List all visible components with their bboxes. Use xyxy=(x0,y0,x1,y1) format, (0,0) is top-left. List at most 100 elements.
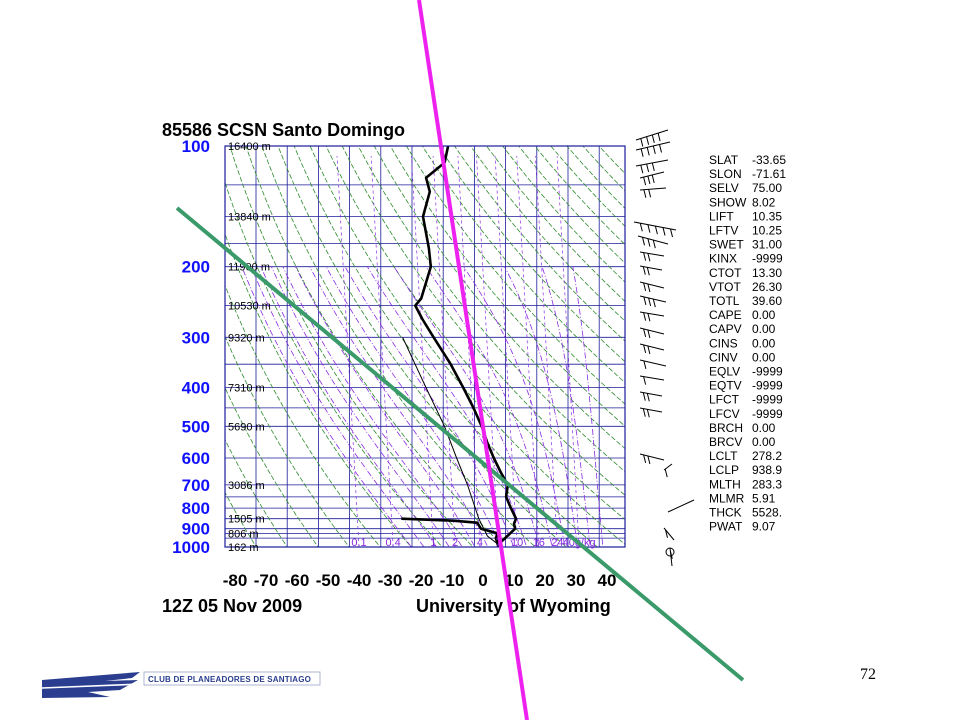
barb-flag xyxy=(646,409,650,418)
pressure-tick-label: 400 xyxy=(182,378,210,397)
index-value: 0.00 xyxy=(752,336,776,350)
wind-barb-icon xyxy=(639,453,665,465)
index-value: -71.61 xyxy=(752,167,786,181)
moist-adiabat xyxy=(250,266,425,547)
footer-source: University of Wyoming xyxy=(416,596,611,616)
height-label: 5690 m xyxy=(228,421,265,433)
temperature-tick-label: 40 xyxy=(598,571,617,590)
magenta-annotation-line xyxy=(417,0,529,720)
barb-flag xyxy=(642,266,646,275)
barb-flag xyxy=(651,174,655,184)
barb-flag xyxy=(652,298,656,308)
index-name: PWAT xyxy=(709,520,743,534)
mixing-ratio-line xyxy=(457,155,481,547)
mixing-ratio-line xyxy=(494,155,518,547)
club-logo: CLUB DE PLANEADORES DE SANTIAGO xyxy=(41,671,321,698)
index-name: LIFT xyxy=(709,209,734,223)
mixing-ratio-line xyxy=(336,155,360,547)
index-row: TOTL 39.60 xyxy=(709,294,782,308)
index-value: -9999 xyxy=(752,393,783,407)
index-name: LCLT xyxy=(709,449,738,463)
barb-flag xyxy=(647,313,651,322)
height-label: 806 m xyxy=(228,528,259,540)
dry-adiabat xyxy=(357,146,625,473)
wind-barbs xyxy=(633,129,695,567)
index-name: CINS xyxy=(709,336,738,350)
barb-flag xyxy=(647,253,651,262)
page-number: 72 xyxy=(860,666,876,683)
mixing-ratio-line xyxy=(516,155,540,547)
calm-wind-icon xyxy=(665,547,675,557)
index-row: MLMR 5.91 xyxy=(709,491,776,505)
temperature-tick-label: -50 xyxy=(316,571,341,590)
wind-barb-icon xyxy=(635,159,669,174)
moist-adiabats xyxy=(241,266,604,547)
index-row: KINX -9999 xyxy=(709,252,783,266)
mixing-ratio-label: 2 xyxy=(452,537,458,549)
barb-flag xyxy=(662,227,666,236)
index-value: 31.00 xyxy=(752,238,782,252)
barb-flag xyxy=(646,147,650,156)
index-value: 278.2 xyxy=(752,449,782,463)
barb-flag xyxy=(647,175,651,185)
index-value: 0.00 xyxy=(752,421,776,435)
index-name: EQLV xyxy=(709,365,740,379)
index-value: 283.3 xyxy=(752,477,782,491)
index-name: MLTH xyxy=(709,477,741,491)
mixing-ratio-label: 10 xyxy=(511,537,523,549)
dry-adiabat xyxy=(277,146,567,547)
mixing-ratio-lines xyxy=(336,155,580,547)
index-name: SELV xyxy=(709,181,739,195)
index-value: 10.25 xyxy=(752,224,782,238)
dry-adiabat xyxy=(225,232,412,547)
dry-adiabat xyxy=(245,146,505,547)
index-name: CAPE xyxy=(709,308,742,322)
moist-adiabat xyxy=(260,266,438,547)
moist-adiabat xyxy=(295,266,476,547)
index-row: SELV 75.00 xyxy=(709,181,782,195)
dry-adiabat xyxy=(438,146,625,363)
index-value: 938.9 xyxy=(752,463,782,477)
wind-barb-icon xyxy=(635,141,671,157)
index-name: TOTL xyxy=(709,294,740,308)
temperature-tick-label: 10 xyxy=(505,571,524,590)
barb-flag xyxy=(642,237,645,246)
pressure-tick-label: 600 xyxy=(182,449,210,468)
index-row: CAPE 0.00 xyxy=(709,308,776,322)
wind-barb-icon xyxy=(639,407,663,418)
mixing-ratio-label: 16 xyxy=(533,537,545,549)
index-row: SHOW 8.02 xyxy=(709,195,776,209)
dry-adiabat xyxy=(225,438,288,547)
dry-adiabat xyxy=(325,146,625,520)
temperature-tick-label: -80 xyxy=(223,571,248,590)
index-value: 10.35 xyxy=(752,209,782,223)
barb-flag xyxy=(659,144,662,153)
index-value: -9999 xyxy=(752,379,783,393)
index-value: -9999 xyxy=(752,365,783,379)
index-row: LFCT -9999 xyxy=(709,393,783,407)
height-label: 13840 m xyxy=(228,212,271,224)
barb-flag xyxy=(647,224,651,233)
barb-flag xyxy=(646,163,650,173)
index-name: LFCT xyxy=(709,393,740,407)
mixing-ratio-line xyxy=(432,155,456,547)
barb-staff xyxy=(663,463,673,471)
moist-adiabat xyxy=(325,266,502,547)
index-name: CAPV xyxy=(709,322,742,336)
barb-flag xyxy=(643,296,647,306)
mixing-ratio-label: 0.4 xyxy=(385,537,400,549)
index-name: LCLP xyxy=(709,463,739,477)
wind-barb-icon xyxy=(639,281,665,293)
wind-barb-icon xyxy=(639,327,665,339)
index-value: 75.00 xyxy=(752,181,782,195)
index-name: LFCV xyxy=(709,407,740,421)
barb-flag xyxy=(654,225,658,235)
moist-adiabat xyxy=(504,266,579,547)
wind-barb-icon xyxy=(639,343,665,355)
barb-flag xyxy=(651,134,655,144)
barb-flag xyxy=(643,252,647,261)
index-name: BRCV xyxy=(709,435,742,449)
index-name: SWET xyxy=(709,238,744,252)
index-row: CINV 0.00 xyxy=(709,350,776,364)
